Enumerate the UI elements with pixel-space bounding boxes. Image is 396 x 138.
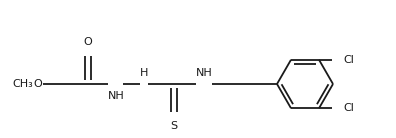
Text: O: O: [34, 79, 42, 89]
Text: Cl: Cl: [343, 55, 354, 65]
Text: NH: NH: [108, 91, 124, 101]
Text: Cl: Cl: [343, 103, 354, 113]
Text: CH₃: CH₃: [12, 79, 33, 89]
Text: NH: NH: [196, 68, 212, 78]
Text: H: H: [140, 68, 148, 78]
Text: S: S: [170, 121, 177, 131]
Text: O: O: [84, 37, 92, 47]
Text: O: O: [13, 79, 21, 89]
